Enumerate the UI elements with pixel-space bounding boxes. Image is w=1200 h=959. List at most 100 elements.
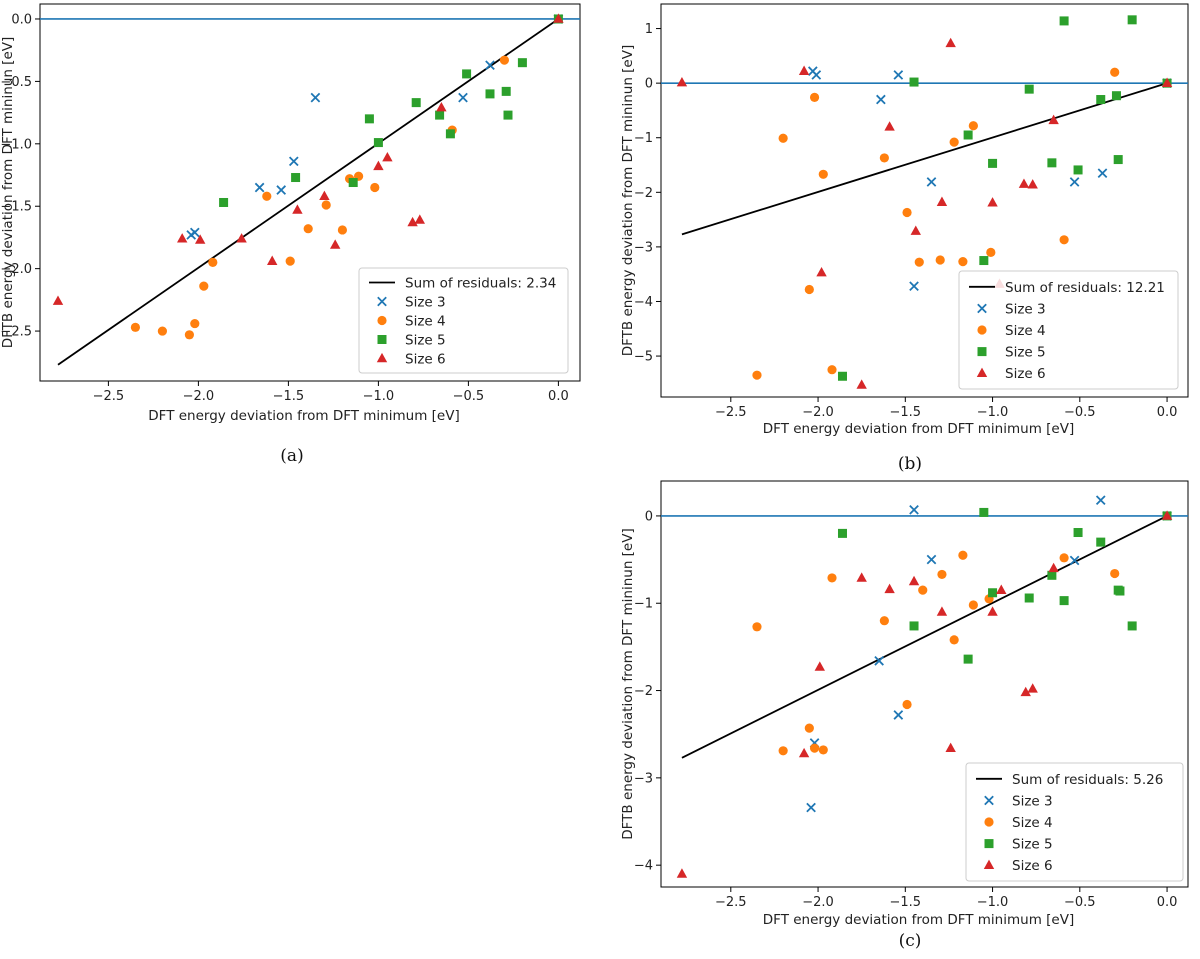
- panel-caption: (a): [280, 446, 303, 466]
- legend-box: [958, 270, 1179, 390]
- data-point: [1097, 168, 1108, 179]
- legend-label: Size 3: [405, 295, 446, 311]
- data-point: [503, 110, 513, 120]
- data-point: [968, 121, 978, 131]
- x-tick-label: −1.0: [977, 405, 1009, 420]
- data-point: [177, 233, 188, 243]
- legend-label: Size 4: [1005, 323, 1046, 339]
- data-point: [987, 197, 998, 207]
- data-point: [485, 89, 495, 99]
- data-point: [411, 98, 421, 108]
- data-point: [303, 224, 313, 234]
- panel-b: −2.5 −2.0 −1.5 −1.0 −0.5 0.0 1 0 −1 −2 −3 −4 −5 Sum o…: [620, 3, 1189, 474]
- panel-c: −2.5 −2.0 −1.5 −1.0 −0.5 0.0 0 −1 −2 −3 −4 Sum of r…: [620, 480, 1189, 951]
- y-tick-label: −1: [634, 597, 653, 612]
- series-size-4: [752, 67, 1120, 380]
- data-point: [676, 868, 688, 878]
- series-size-3: [806, 495, 1172, 813]
- data-point: [909, 281, 919, 292]
- data-point: [195, 234, 206, 244]
- data-point: [918, 585, 928, 595]
- data-point: [1024, 593, 1034, 603]
- data-point: [373, 160, 384, 171]
- plot-area-frame: [660, 3, 1189, 398]
- data-point: [963, 654, 973, 664]
- x-tick-label: −2.5: [93, 389, 125, 404]
- x-tick-label: −1.5: [890, 405, 922, 420]
- data-point: [348, 178, 358, 188]
- data-point: [811, 70, 822, 80]
- y-tick-label: −0.5: [0, 75, 32, 90]
- fit-line: [681, 515, 1168, 759]
- data-point: [1115, 586, 1125, 596]
- legend-label: Size 5: [1012, 837, 1053, 853]
- series-size-4: [130, 55, 509, 340]
- series-size-5: [837, 15, 1172, 381]
- data-point: [208, 257, 218, 268]
- data-point: [458, 92, 468, 103]
- data-point: [979, 256, 989, 266]
- data-point: [879, 616, 889, 626]
- series-size-5: [837, 507, 1172, 664]
- x-tick-label: −2.0: [802, 405, 834, 420]
- y-tick-label: 0.0: [11, 12, 32, 27]
- legend-swatch: [377, 315, 387, 326]
- data-point: [837, 371, 847, 381]
- y-tick-label: −2: [634, 186, 653, 201]
- data-point: [986, 247, 996, 257]
- x-tick-label: 0.0: [1157, 405, 1178, 420]
- data-point: [902, 699, 912, 710]
- data-point: [1069, 177, 1080, 187]
- data-point: [909, 621, 919, 631]
- data-point: [856, 379, 867, 389]
- data-point: [949, 137, 959, 147]
- data-point: [1161, 77, 1173, 87]
- data-point: [1047, 570, 1057, 580]
- data-point: [436, 102, 447, 112]
- data-point: [267, 255, 278, 265]
- y-tick-label: −2.5: [0, 325, 32, 340]
- plot-area-frame: [39, 3, 581, 382]
- legend-label: Size 5: [1005, 345, 1046, 361]
- data-point: [276, 185, 287, 195]
- data-point: [909, 504, 919, 515]
- legend-fit-line-label: Sum of residuals: 2.34: [405, 276, 556, 292]
- data-point: [553, 13, 564, 23]
- data-point: [1096, 95, 1106, 105]
- x-tick-label: −1.5: [273, 389, 305, 404]
- data-point: [189, 227, 200, 238]
- x-tick-label: −2.0: [183, 389, 215, 404]
- y-tick-label: −4: [634, 295, 653, 310]
- legend-label: Size 4: [1012, 815, 1053, 831]
- legend: Sum of residuals: 5.26 Size 3 Size 4 Size 5…: [965, 762, 1184, 882]
- legend-swatch: [376, 352, 388, 363]
- data-point: [1110, 568, 1120, 579]
- data-point: [1059, 16, 1069, 26]
- data-point: [936, 606, 948, 616]
- data-point: [517, 58, 527, 68]
- legend-label: Size 6: [405, 352, 446, 368]
- data-point: [752, 370, 762, 380]
- data-point: [988, 588, 998, 598]
- legend-label: Size 3: [1005, 301, 1046, 317]
- x-tick-label: −2.5: [715, 895, 747, 910]
- data-point: [1111, 91, 1121, 101]
- data-point: [414, 214, 425, 224]
- data-point: [963, 130, 973, 140]
- x-axis-label: DFT energy deviation from DFT minimum [e…: [763, 421, 1074, 437]
- data-point: [52, 295, 64, 305]
- data-point: [330, 239, 341, 249]
- data-point: [902, 207, 912, 218]
- y-tick-label: −5: [634, 350, 653, 365]
- data-point: [1069, 555, 1080, 566]
- y-tick-label: 0: [645, 77, 653, 92]
- data-point: [914, 257, 924, 267]
- data-point: [937, 569, 947, 580]
- data-point: [373, 138, 383, 148]
- data-point: [1059, 235, 1069, 245]
- data-point: [292, 204, 303, 214]
- data-point: [382, 151, 393, 162]
- data-point: [337, 225, 347, 235]
- data-point: [1020, 686, 1031, 697]
- data-point: [1059, 553, 1069, 563]
